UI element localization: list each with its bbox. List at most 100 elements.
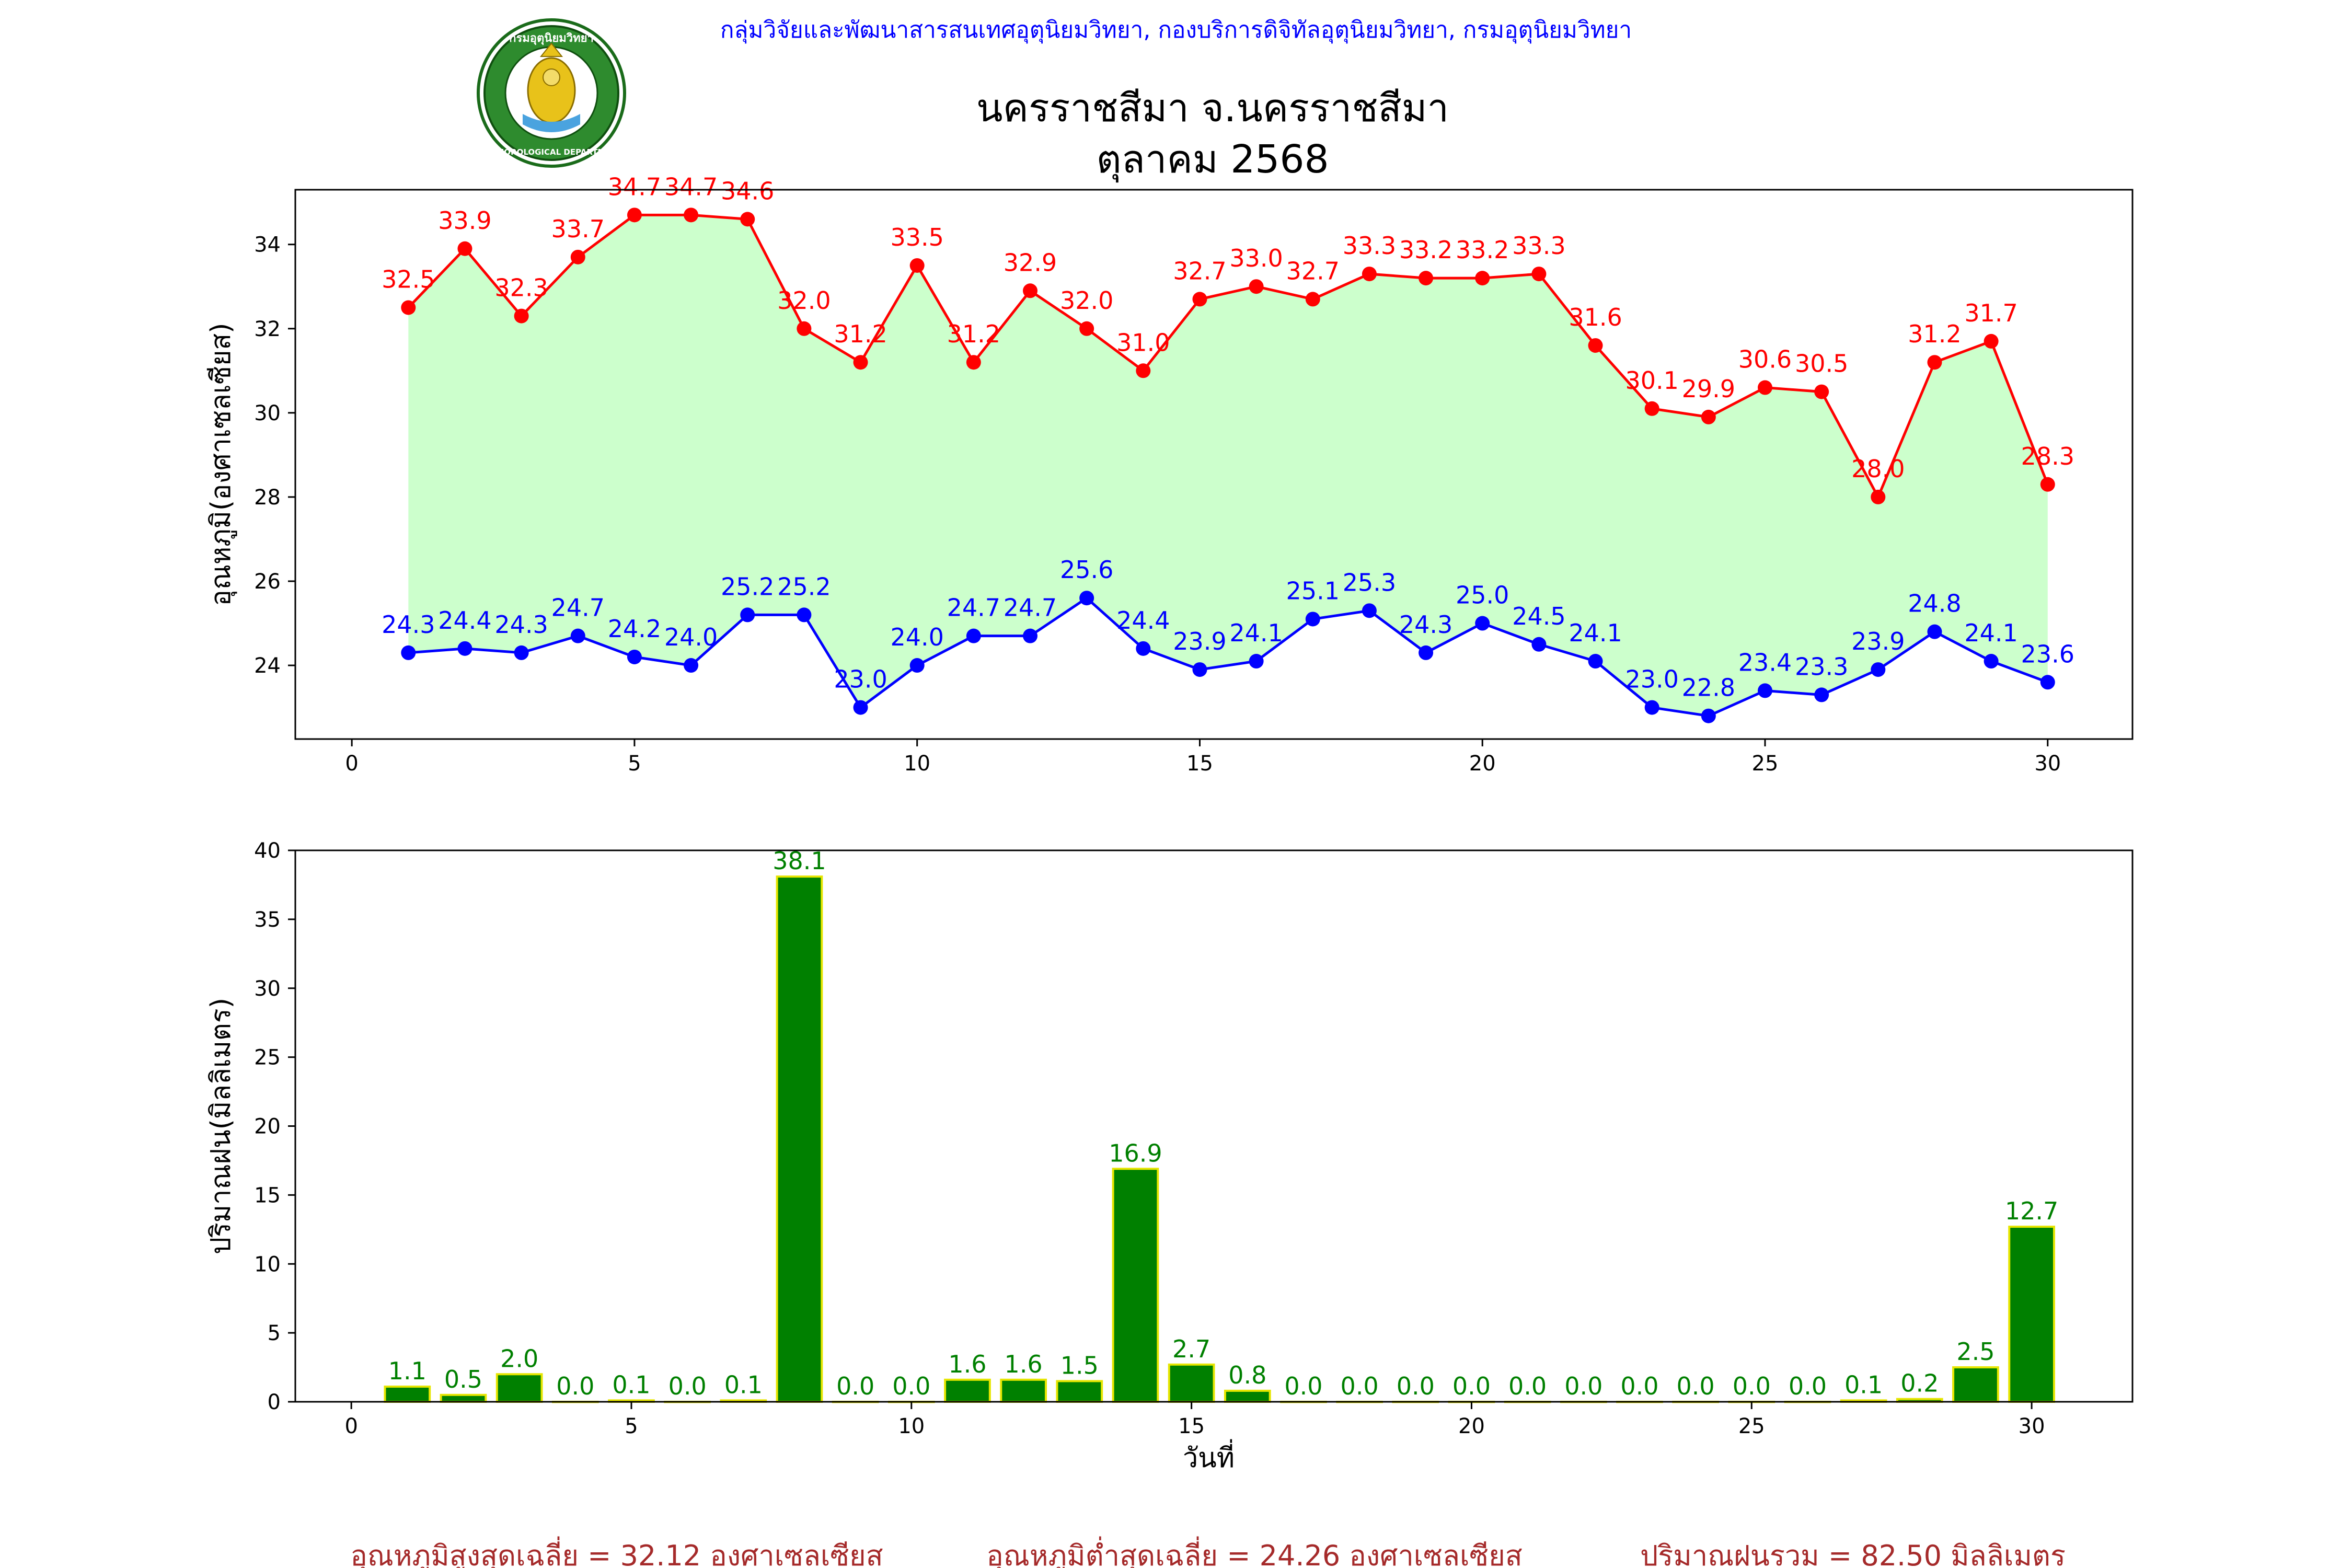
- temperature-x-tick-label: 30: [2034, 752, 2061, 776]
- tmax-data-label: 32.5: [382, 266, 435, 294]
- rain-data-label: 0.0: [1733, 1372, 1771, 1400]
- rainfall-x-tick-label: 15: [1178, 1414, 1205, 1438]
- rain-data-label: 0.2: [1900, 1369, 1939, 1398]
- tmin-point: [1701, 708, 1716, 723]
- tmin-data-label: 24.1: [1229, 619, 1283, 647]
- tmax-point: [1531, 267, 1547, 282]
- tmin-data-label: 23.9: [1851, 627, 1905, 655]
- rain-data-label: 0.0: [1341, 1372, 1379, 1400]
- tmin-data-label: 24.4: [438, 606, 491, 635]
- tmax-point: [853, 355, 868, 370]
- rainfall-y-tick-label: 40: [254, 839, 281, 863]
- temperature-range-fill: [408, 215, 2048, 716]
- temperature-x-tick-label: 25: [1752, 752, 1779, 776]
- temperature-y-tick-label: 30: [254, 401, 281, 425]
- tmax-point: [457, 241, 472, 256]
- tmax-point: [1588, 338, 1603, 353]
- rain-bar: [776, 875, 823, 1403]
- tmin-point: [1588, 654, 1603, 669]
- tmax-data-label: 28.3: [2021, 442, 2074, 470]
- tmin-data-label: 23.0: [834, 665, 887, 694]
- rain-bar: [1952, 1366, 1999, 1403]
- tmd-logo: กรมอุตุนิยมวิทยา METEOROLOGICAL DEPARTME…: [477, 18, 626, 168]
- tmin-data-label: 24.8: [1908, 590, 1961, 618]
- tmax-data-label: 31.2: [1908, 320, 1961, 348]
- tmin-point: [514, 645, 529, 660]
- rainfall-x-tick-label: 10: [898, 1414, 925, 1438]
- tmax-point: [909, 258, 925, 273]
- rainfall-x-tick-label: 30: [2019, 1414, 2045, 1438]
- tmax-point: [1984, 333, 1999, 349]
- tmax-point: [1701, 409, 1716, 424]
- tmin-point: [966, 628, 981, 643]
- tmax-point: [1079, 321, 1094, 336]
- temperature-y-tick-label: 24: [254, 654, 281, 678]
- tmax-point: [1475, 271, 1490, 286]
- tmax-point: [570, 249, 585, 264]
- tmin-data-label: 24.2: [608, 615, 661, 643]
- tmax-data-label: 33.2: [1456, 236, 1509, 264]
- tmin-data-label: 25.2: [777, 572, 831, 601]
- rainfall-y-tick-label: 10: [254, 1252, 281, 1276]
- tmin-data-label: 25.2: [721, 572, 774, 601]
- logo-text-top: กรมอุตุนิยมวิทยา: [509, 32, 594, 45]
- rain-data-label: 16.9: [1109, 1139, 1162, 1167]
- rain-data-label: 1.6: [948, 1350, 986, 1378]
- temperature-x-tick-label: 0: [345, 752, 358, 776]
- footer-total-rain: ปริมาณฝนรวม = 82.50 มิลลิเมตร: [1640, 1539, 2066, 1568]
- tmin-point: [2040, 675, 2055, 690]
- temperature-y-tick-label: 32: [254, 317, 281, 341]
- tmin-data-label: 25.3: [1343, 568, 1396, 596]
- tmin-point: [1136, 641, 1151, 656]
- tmin-data-label: 25.0: [1456, 581, 1509, 609]
- tmin-point: [1475, 616, 1490, 631]
- rain-bar: [1056, 1380, 1103, 1403]
- tmin-point: [1362, 603, 1377, 618]
- tmax-data-label: 34.7: [664, 172, 718, 201]
- temperature-chart: 32.5 24.3 33.9 24.4 32.3 24.3 33.7 24.7 34.7 24.2…: [205, 172, 2134, 776]
- tmax-data-label: 28.0: [1851, 455, 1905, 483]
- tmin-point: [1249, 654, 1264, 669]
- rain-bar: [1168, 1363, 1215, 1403]
- rain-data-label: 0.0: [668, 1372, 707, 1400]
- tmin-point: [797, 607, 812, 622]
- tmin-data-label: 24.1: [1964, 619, 2017, 647]
- rain-data-label: 1.6: [1005, 1350, 1043, 1378]
- temperature-y-tick-label: 28: [254, 486, 281, 510]
- org-line: กลุ่มวิจัยและพัฒนาสารสนเทศอุตุนิยมวิทยา,…: [720, 17, 1632, 44]
- tmax-data-label: 34.6: [721, 177, 774, 205]
- tmax-data-label: 33.3: [1512, 232, 1565, 260]
- rainfall-y-tick-label: 30: [254, 977, 281, 1001]
- temperature-x-tick-label: 15: [1186, 752, 1213, 776]
- tmin-point: [1927, 624, 1942, 639]
- rainfall-y-tick-label: 35: [254, 908, 281, 932]
- tmax-data-label: 31.2: [947, 320, 1000, 348]
- rain-data-label: 2.0: [500, 1344, 538, 1373]
- tmax-data-label: 32.3: [494, 274, 548, 302]
- rain-bar: [1224, 1389, 1271, 1403]
- tmax-point: [1644, 401, 1659, 416]
- tmin-data-label: 24.3: [382, 610, 435, 639]
- rain-data-label: 0.0: [556, 1372, 594, 1400]
- tmin-point: [1871, 662, 1886, 677]
- rain-bar: [1112, 1168, 1159, 1403]
- tmin-point: [909, 658, 925, 673]
- rain-data-label: 2.5: [1956, 1338, 1994, 1366]
- rain-data-label: 0.0: [1508, 1372, 1547, 1400]
- tmin-data-label: 24.4: [1116, 606, 1170, 635]
- tmin-point: [1192, 662, 1207, 677]
- footer-avg-min-temp: อุณหภูมิต่ำสุดเฉลี่ย = 24.26 องศาเซลเซีย…: [986, 1536, 1522, 1568]
- rain-data-label: 2.7: [1172, 1335, 1210, 1363]
- tmax-series-line: [407, 213, 2049, 500]
- tmax-point: [1305, 292, 1320, 307]
- rainfall-y-tick-label: 15: [254, 1183, 281, 1207]
- tmin-data-label: 23.6: [2021, 640, 2074, 668]
- tmax-point: [2040, 477, 2055, 492]
- rain-bar: [944, 1378, 991, 1403]
- tmax-data-label: 33.0: [1229, 244, 1283, 272]
- tmin-data-label: 24.7: [1004, 594, 1057, 622]
- chart-title-line2: ตุลาคม 2568: [1096, 137, 1329, 183]
- rain-data-label: 0.0: [1564, 1372, 1602, 1400]
- rain-data-label: 0.0: [836, 1372, 874, 1400]
- tmax-data-label: 30.1: [1625, 366, 1678, 395]
